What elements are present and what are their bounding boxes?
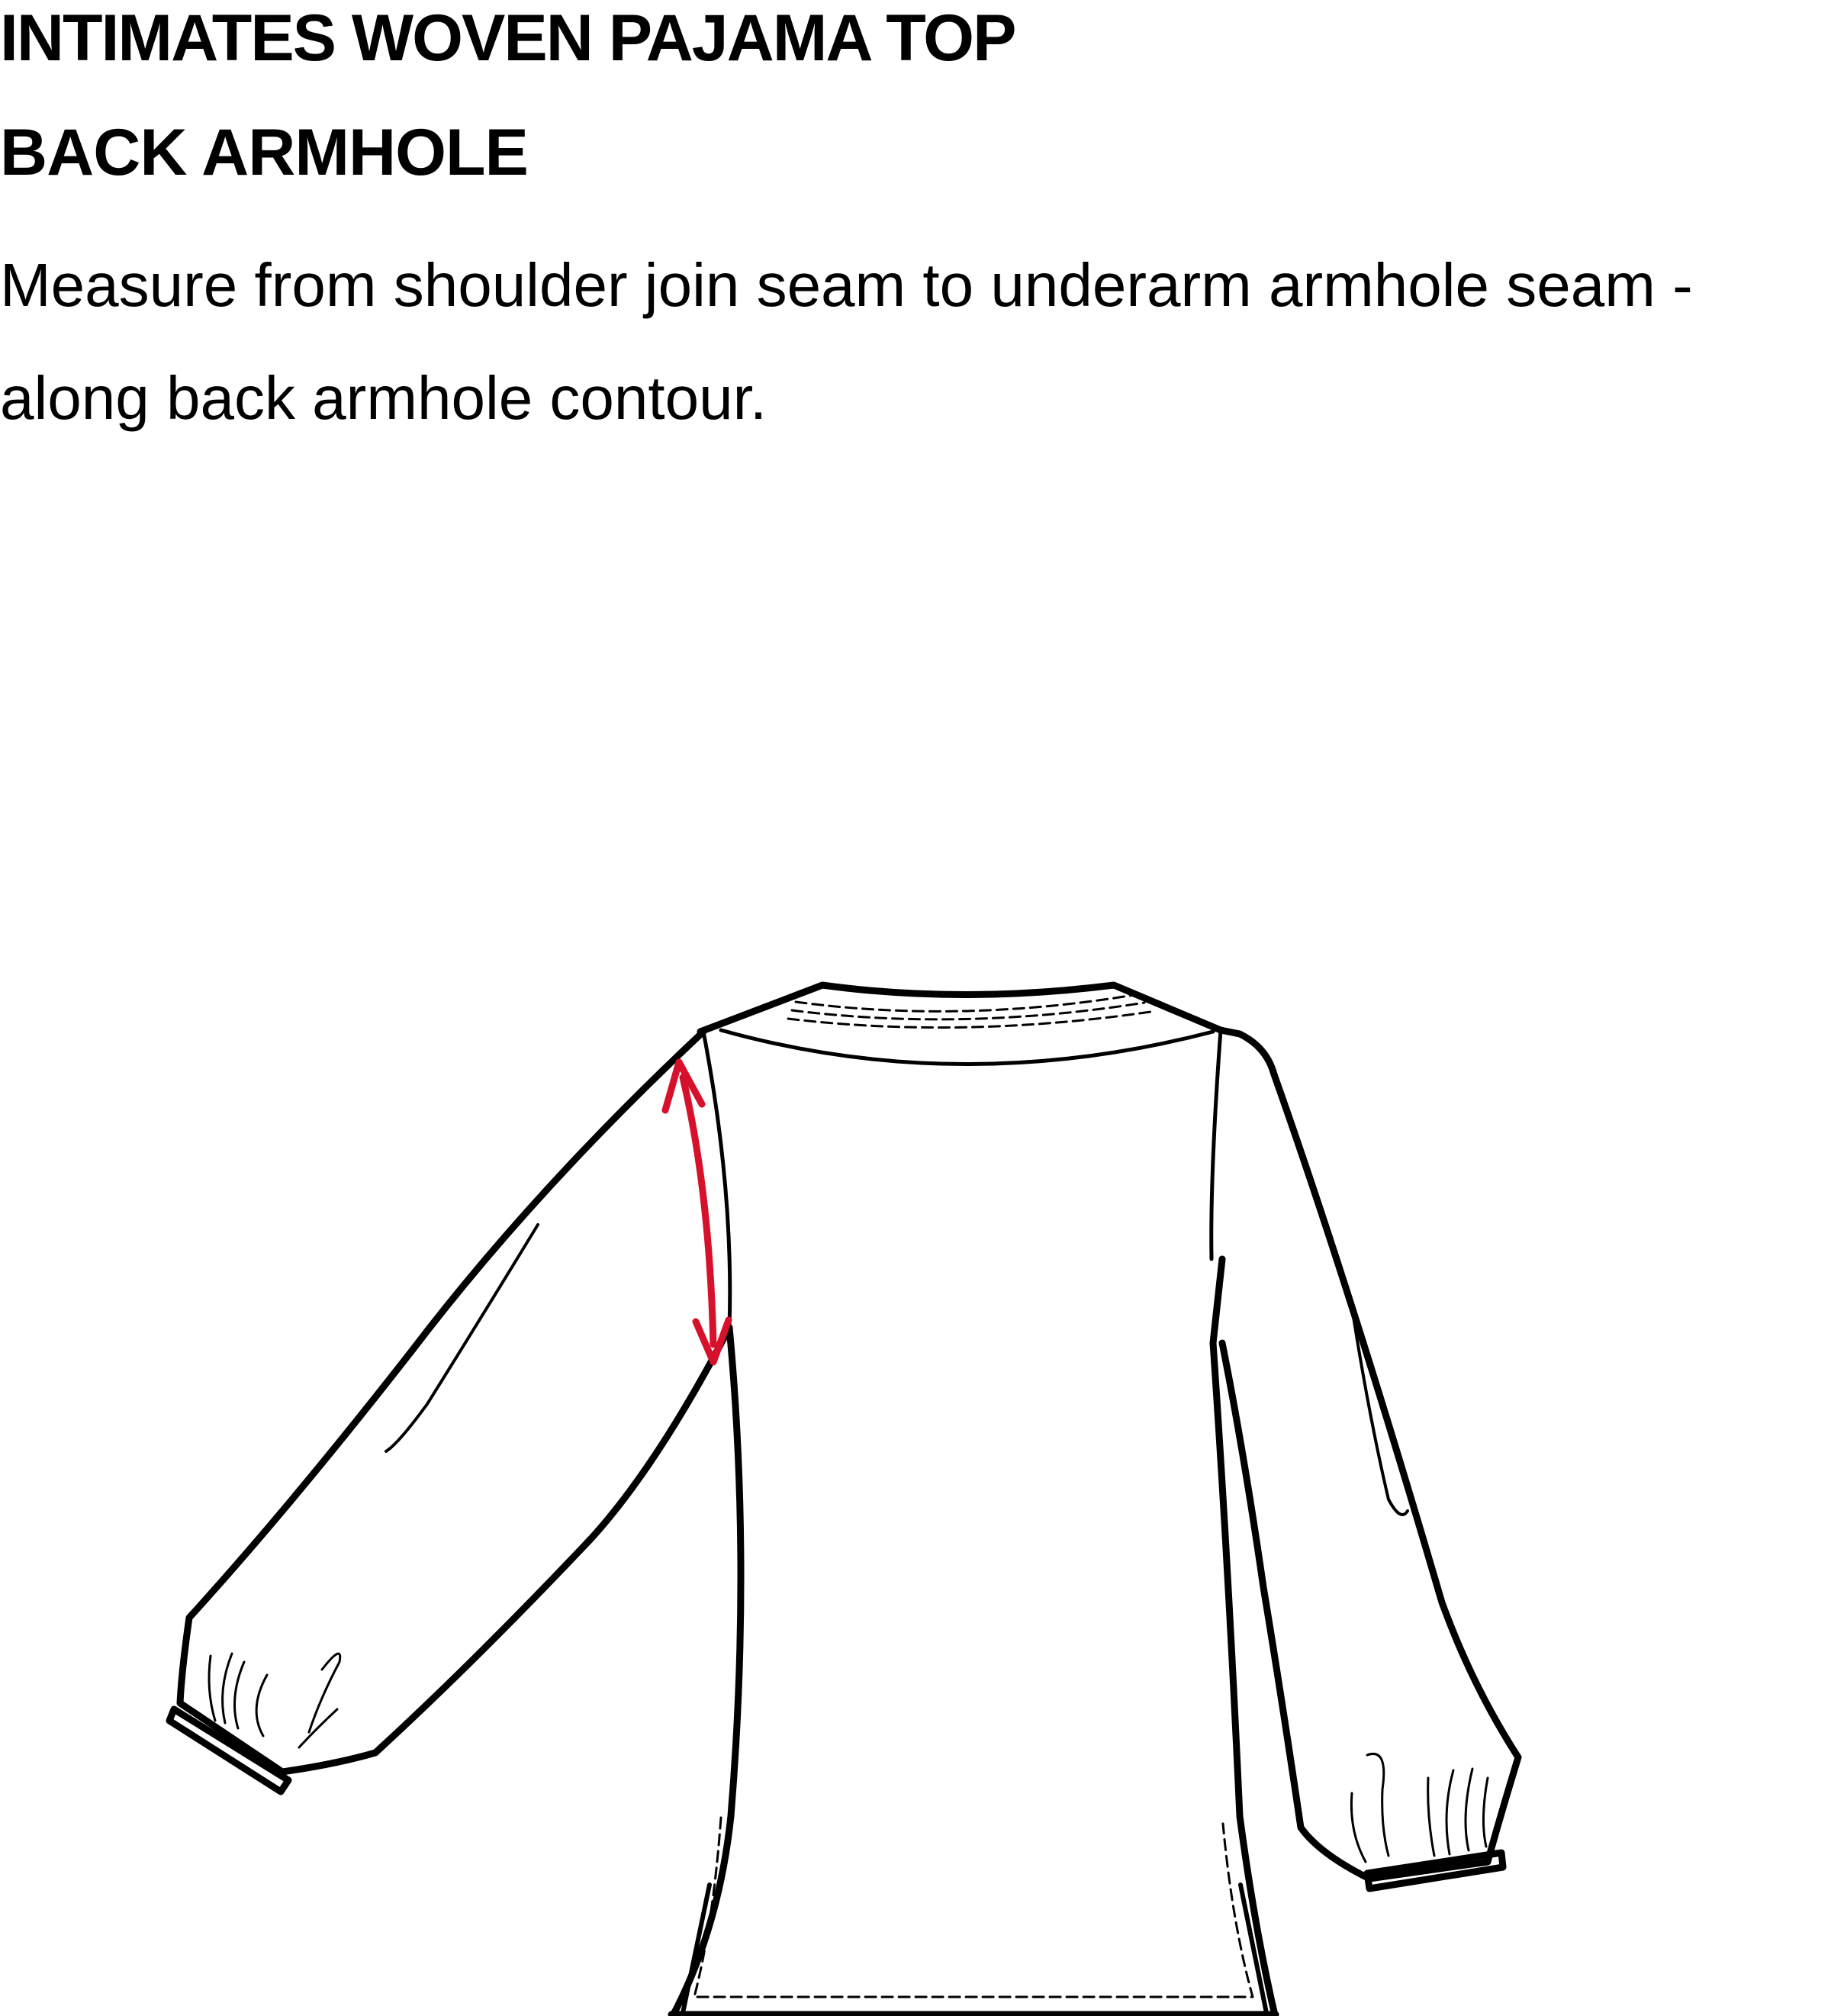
arrowhead-bottom	[692, 1316, 732, 1366]
right-cuff	[1363, 1849, 1507, 1892]
back-neck-band	[697, 981, 1224, 1035]
left-sleeve-outline	[176, 1028, 733, 1776]
arrowhead-top	[661, 1058, 706, 1114]
neck-band-stitching	[790, 1001, 1146, 1021]
neck-band-stitching	[794, 993, 1140, 1013]
neck-band-stitching	[787, 1010, 1152, 1029]
right-hem-slit	[1238, 1882, 1269, 2015]
back-armhole-measure-arrow	[661, 1058, 732, 1366]
pajama-top-back-drawing	[166, 981, 1522, 2016]
left-armhole-seam	[701, 1029, 732, 1330]
left-hem-slit	[681, 1882, 712, 2015]
right-sleeve-outline	[1217, 1026, 1522, 1882]
right-sleeve-fold-line	[1349, 1296, 1409, 1516]
left-sleeve-fold-line	[385, 1223, 539, 1453]
right-cuff-gathers	[1350, 1753, 1489, 1863]
measure-line	[679, 1074, 717, 1348]
measurement-name: BACK ARMHOLE	[0, 116, 529, 189]
right-armhole-seam	[1209, 1028, 1223, 1261]
right-side-seam	[1209, 1255, 1279, 2016]
left-cuff	[166, 1705, 292, 1795]
left-side-seam	[668, 1324, 745, 2016]
measurement-instruction: Measure from shoulder join seam to under…	[0, 251, 1693, 432]
back-neck-seam	[719, 1028, 1215, 1066]
left-cuff-gathers	[208, 1652, 342, 1749]
hem-topstitching	[693, 1816, 1254, 1998]
page-title: INTIMATES WOVEN PAJAMA TOP	[0, 2, 1016, 75]
